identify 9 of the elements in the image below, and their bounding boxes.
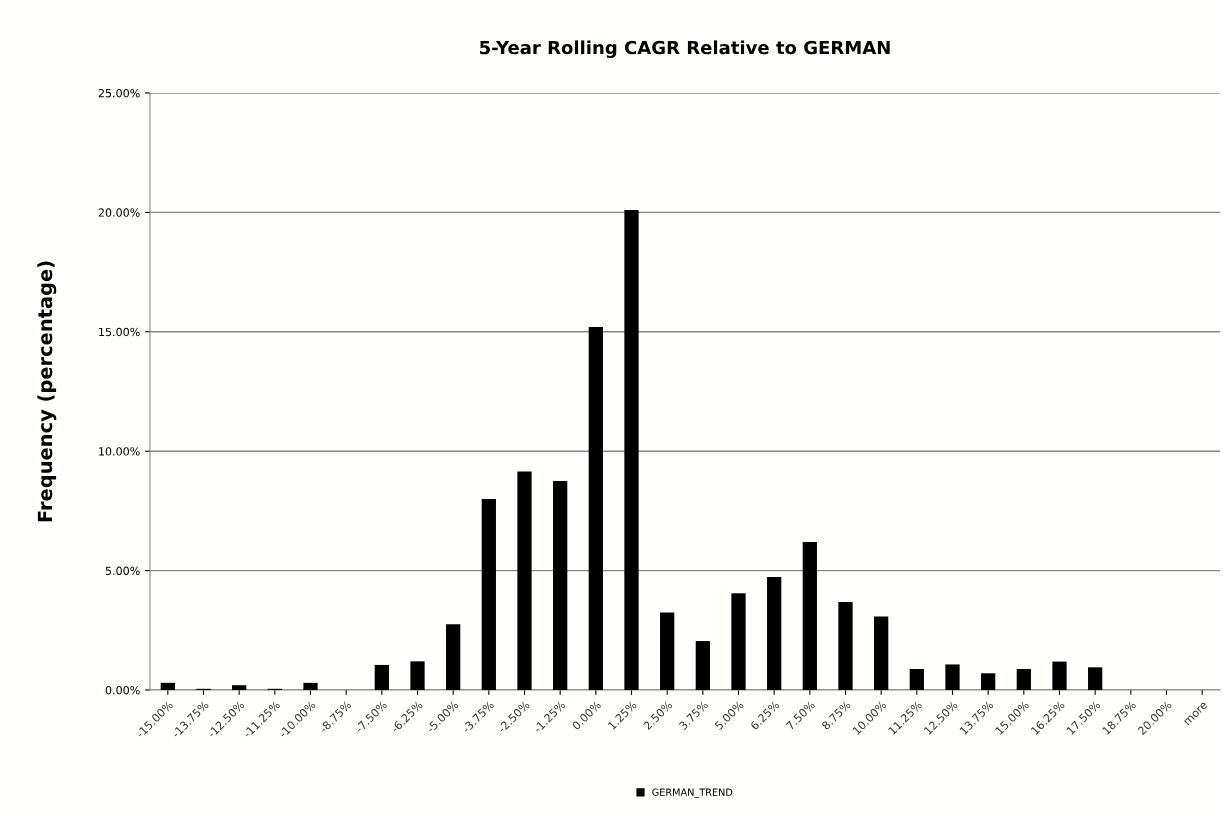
y-axis-title: Frequency (percentage): [37, 261, 57, 522]
y-tick-label: 10.00%: [99, 447, 140, 456]
y-tick-label: 5.00%: [105, 566, 140, 575]
y-tick-label: 25.00%: [98, 88, 140, 98]
y-tick-label: 0.00%: [105, 685, 140, 695]
chart-title: 5-Year Rolling CAGR Relative to GERMAN: [480, 40, 890, 59]
legend-label: GERMAN_TREND: [652, 788, 733, 798]
y-tick-label: 20.00%: [98, 208, 140, 217]
y-tick-label: 15.00%: [99, 327, 140, 337]
